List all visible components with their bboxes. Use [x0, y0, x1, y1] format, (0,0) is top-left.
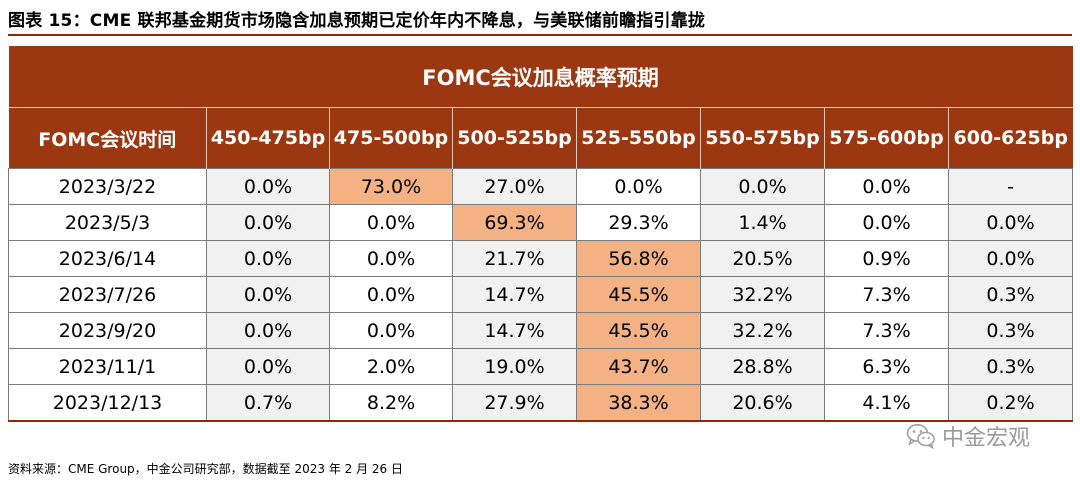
probability-cell: 0.0%	[206, 168, 330, 205]
source-note: 资料来源：CME Group，中金公司研究部，数据截至 2023 年 2 月 2…	[8, 462, 403, 476]
probability-cell: 0.0%	[947, 204, 1074, 241]
header-575-600bp: 575-600bp	[824, 107, 949, 169]
figure-title: 图表 15：CME 联邦基金期货市场隐含加息预期已定价年内不降息，与美联储前瞻指…	[8, 11, 706, 31]
meeting-date-cell: 2023/9/20	[8, 312, 207, 349]
meeting-date-cell: 2023/11/1	[8, 348, 207, 385]
probability-cell: 0.2%	[947, 384, 1074, 422]
probability-cell: 0.0%	[329, 204, 453, 241]
probability-cell: 0.0%	[206, 240, 330, 277]
probability-cell: 1.4%	[700, 204, 825, 241]
header-meeting-date: FOMC会议时间	[8, 107, 207, 169]
header-500-525bp: 500-525bp	[452, 107, 577, 169]
table-row: 2023/11/1 0.0% 2.0% 19.0% 43.7% 28.8% 6.3% 0.3%	[8, 348, 1074, 385]
header-550-575bp: 550-575bp	[700, 107, 825, 169]
probability-cell: 4.1%	[824, 384, 949, 422]
header-475-500bp: 475-500bp	[329, 107, 453, 169]
probability-cell: 0.0%	[576, 168, 701, 205]
probability-cell: 0.0%	[824, 168, 949, 205]
table-body: 2023/3/22 0.0% 73.0% 27.0% 0.0% 0.0% 0.0% -2023…	[8, 168, 1074, 422]
probability-cell: 32.2%	[700, 312, 825, 349]
watermark: 中金宏观	[906, 420, 1030, 452]
probability-cell: 28.8%	[700, 348, 825, 385]
meeting-date-cell: 2023/5/3	[8, 204, 207, 241]
peak-probability-cell: 56.8%	[576, 240, 701, 277]
probability-cell: 27.0%	[452, 168, 577, 205]
table-row: 2023/9/20 0.0% 0.0% 14.7% 45.5% 32.2% 7.3% 0.3%	[8, 312, 1074, 349]
peak-probability-cell: 43.7%	[576, 348, 701, 385]
title-divider	[8, 34, 1072, 36]
peak-probability-cell: 45.5%	[576, 276, 701, 313]
probability-cell: 32.2%	[700, 276, 825, 313]
probability-cell: 0.0%	[824, 204, 949, 241]
meeting-date-cell: 2023/7/26	[8, 276, 207, 313]
meeting-date-cell: 2023/6/14	[8, 240, 207, 277]
probability-cell: 0.0%	[206, 348, 330, 385]
peak-probability-cell: 73.0%	[329, 168, 453, 205]
probability-cell: 2.0%	[329, 348, 453, 385]
table-row: 2023/12/13 0.7% 8.2% 27.9% 38.3% 20.6% 4.1% 0.2…	[8, 384, 1074, 422]
meeting-date-cell: 2023/3/22	[8, 168, 207, 205]
probability-cell: 0.0%	[947, 240, 1074, 277]
peak-probability-cell: 69.3%	[452, 204, 577, 241]
probability-cell: 20.6%	[700, 384, 825, 422]
meeting-date-cell: 2023/12/13	[8, 384, 207, 422]
probability-cell: 7.3%	[824, 276, 949, 313]
probability-cell: 29.3%	[576, 204, 701, 241]
probability-cell: -	[947, 168, 1074, 205]
probability-cell: 0.0%	[206, 312, 330, 349]
probability-cell: 0.9%	[824, 240, 949, 277]
probability-cell: 0.3%	[947, 312, 1074, 349]
probability-cell: 0.3%	[947, 348, 1074, 385]
probability-cell: 0.0%	[329, 312, 453, 349]
probability-cell: 20.5%	[700, 240, 825, 277]
peak-probability-cell: 45.5%	[576, 312, 701, 349]
table-row: 2023/3/22 0.0% 73.0% 27.0% 0.0% 0.0% 0.0% -	[8, 168, 1074, 205]
header-600-625bp: 600-625bp	[947, 107, 1073, 169]
probability-cell: 0.0%	[700, 168, 825, 205]
probability-cell: 0.3%	[947, 276, 1074, 313]
probability-cell: 7.3%	[824, 312, 949, 349]
rate-probability-table: FOMC会议加息概率预期 FOMC会议时间 450-475bp 475-500b…	[8, 46, 1074, 422]
table-row: 2023/5/3 0.0% 0.0% 69.3% 29.3% 1.4% 0.0% 0.0%	[8, 204, 1074, 241]
probability-cell: 0.0%	[206, 276, 330, 313]
probability-cell: 6.3%	[824, 348, 949, 385]
header-450-475bp: 450-475bp	[206, 107, 330, 169]
table-row: 2023/6/14 0.0% 0.0% 21.7% 56.8% 20.5% 0.9% 0.0%	[8, 240, 1074, 277]
probability-cell: 14.7%	[452, 276, 577, 313]
probability-cell: 8.2%	[329, 384, 453, 422]
probability-cell: 0.0%	[329, 276, 453, 313]
probability-cell: 0.0%	[329, 240, 453, 277]
probability-cell: 27.9%	[452, 384, 577, 422]
probability-cell: 0.0%	[206, 204, 330, 241]
header-row: FOMC会议时间 450-475bp 475-500bp 500-525bp 5…	[8, 107, 1073, 169]
probability-cell: 19.0%	[452, 348, 577, 385]
probability-cell: 21.7%	[452, 240, 577, 277]
probability-cell: 14.7%	[452, 312, 577, 349]
table-banner: FOMC会议加息概率预期	[8, 46, 1073, 108]
wechat-icon	[906, 424, 935, 449]
table-row: 2023/7/26 0.0% 0.0% 14.7% 45.5% 32.2% 7.3% 0.3%	[8, 276, 1074, 313]
watermark-text: 中金宏观	[942, 426, 1031, 451]
header-525-550bp: 525-550bp	[576, 107, 701, 169]
peak-probability-cell: 38.3%	[576, 384, 701, 422]
probability-cell: 0.7%	[206, 384, 330, 422]
